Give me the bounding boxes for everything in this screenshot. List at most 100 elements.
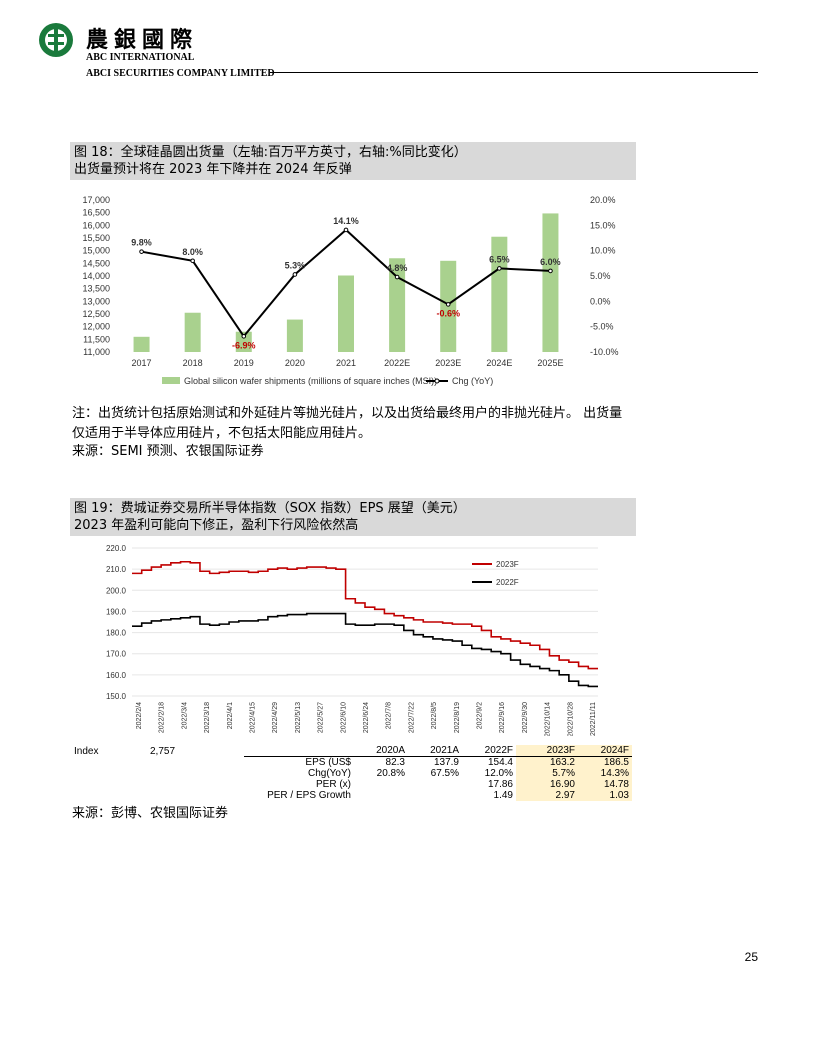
company-name-en: ABC INTERNATIONAL	[86, 52, 195, 63]
figure18-note: 注：出货统计包括原始测试和外延硅片等抛光硅片，以及出货给最终用户的非抛光硅片。 …	[72, 406, 623, 441]
yoy-point	[445, 302, 451, 307]
x-axis-tick: 2017	[132, 358, 152, 368]
x-axis-tick: 2022/10/14	[545, 702, 552, 736]
header-2024f: 2024F	[578, 745, 632, 757]
header-2020a: 2020A	[376, 745, 405, 756]
legend-bar-label: Global silicon wafer shipments (millions…	[184, 376, 437, 386]
cell: 163.2	[516, 756, 578, 768]
sox-eps-chart: 220.0 210.0 200.0 190.0 180.0 170.0 160.0 150.0…	[106, 544, 598, 736]
figure19-title-line1: 图 19：费城证券交易所半导体指数（SOX 指数）EPS 展望（美元）	[74, 501, 466, 516]
row-label: Chg(YoY)	[308, 768, 351, 779]
right-axis-tick: 0.0%	[590, 296, 611, 306]
legend-swatch-bar	[162, 377, 180, 384]
abc-logo-icon	[39, 23, 73, 57]
cell: 12.0%	[484, 768, 513, 779]
right-axis-tick: 10.0%	[590, 246, 616, 256]
cell: 67.5%	[430, 768, 459, 779]
yoy-point	[190, 258, 195, 264]
x-axis-tick: 2022/4/29	[272, 702, 279, 733]
y-axis-tick: 160.0	[106, 671, 127, 680]
silicon-wafer-chart: 17,000 16,500 16,000 15,500 15,000 14,500 14,0…	[82, 195, 619, 386]
left-axis-tick: 11,500	[83, 334, 110, 344]
left-axis-tick: 16,000	[82, 220, 110, 230]
y-axis-tick: 170.0	[106, 650, 127, 659]
left-axis-tick: 17,000	[82, 195, 110, 205]
x-axis-tick: 2022/7/8	[386, 702, 393, 729]
left-axis-tick: 16,500	[82, 208, 110, 218]
x-axis-tick: 2018	[183, 358, 203, 368]
data-label: 8.0%	[182, 247, 203, 257]
yoy-point	[292, 272, 298, 277]
data-label: 4.8%	[387, 263, 408, 273]
data-label: 6.5%	[489, 254, 510, 264]
bar	[184, 312, 201, 352]
company-full-name-en: ABCI SECURITIES COMPANY LIMITED	[86, 68, 275, 79]
row-label: PER (x)	[316, 779, 351, 790]
x-axis-tick: 2022/2/4	[136, 702, 143, 729]
header-divider	[270, 72, 758, 73]
x-axis-tick: 2022/9/2	[477, 702, 484, 729]
x-axis-tick: 2023E	[435, 358, 461, 368]
row-label: EPS (US$	[305, 757, 351, 768]
bar	[235, 331, 252, 352]
x-axis-tick: 2021	[336, 358, 356, 368]
cell: 186.5	[578, 756, 632, 768]
data-label: 14.1%	[333, 216, 359, 226]
x-axis-tick: 2022/8/5	[431, 702, 438, 729]
x-axis-tick: 2022/3/18	[204, 702, 211, 733]
cell: 2.97	[516, 790, 578, 801]
legend-label: 2023F	[496, 560, 519, 569]
x-axis-tick: 2022/5/27	[318, 702, 325, 733]
left-axis-tick: 14,500	[82, 258, 110, 268]
right-axis-tick: 15.0%	[590, 220, 616, 230]
y-axis-tick: 210.0	[106, 565, 127, 574]
y-axis-tick: 180.0	[106, 629, 127, 638]
page-number: 25	[744, 950, 758, 964]
left-axis-tick: 12,500	[82, 309, 110, 319]
x-axis-tick: 2022E	[384, 358, 410, 368]
x-axis-tick: 2022/5/13	[295, 702, 302, 733]
yoy-point	[343, 227, 349, 233]
x-axis-tick: 2022/9/16	[499, 702, 506, 733]
x-axis-tick: 2022/6/24	[363, 702, 370, 733]
left-axis-tick: 11,000	[83, 347, 110, 357]
x-axis-tick: 2022/7/22	[408, 702, 415, 733]
header-2021a: 2021A	[430, 745, 459, 756]
bar	[389, 258, 406, 352]
left-axis-tick: 15,000	[82, 246, 110, 256]
data-label: -6.9%	[232, 340, 256, 350]
bar	[542, 213, 559, 352]
x-axis-tick: 2022/9/30	[522, 702, 529, 733]
x-axis-tick: 2022/3/4	[181, 702, 188, 729]
series-line-2023F	[132, 560, 598, 670]
index-value: 2,757	[150, 746, 176, 757]
x-axis-tick: 2025E	[537, 358, 563, 368]
cell: 14.78	[578, 779, 632, 790]
cell	[354, 790, 408, 801]
bar	[338, 275, 354, 352]
cell: 16.90	[516, 779, 578, 790]
y-axis-tick: 190.0	[106, 607, 127, 616]
y-axis-tick: 150.0	[106, 692, 127, 701]
index-label: Index	[74, 746, 99, 757]
table-row: EPS (US$ 82.3 137.9 154.4 163.2 186.5	[244, 756, 632, 768]
right-axis-tick: -10.0%	[590, 347, 619, 357]
figure19-title: 图 19：费城证券交易所半导体指数（SOX 指数）EPS 展望（美元） 2023…	[70, 498, 636, 536]
bar	[491, 236, 508, 352]
cell: 137.9	[433, 757, 459, 768]
cell	[408, 790, 462, 801]
figure18-title: 图 18：全球硅晶圆出货量（左轴:百万平方英寸，右轴:%同比变化） 出货量预计将…	[70, 142, 636, 180]
legend-line-label: Chg (YoY)	[452, 376, 493, 386]
y-axis-tick: 220.0	[106, 544, 127, 553]
figure18-source: 来源：SEMI 预测、农银国际证券	[72, 444, 264, 459]
x-axis-tick: 2022/6/10	[340, 702, 347, 733]
table-row: PER (x) 17.86 16.90 14.78	[244, 779, 632, 790]
left-axis-tick: 12,000	[82, 322, 110, 332]
header-2022f: 2022F	[484, 745, 513, 756]
right-axis-tick: -5.0%	[590, 322, 614, 332]
eps-table-header: 2020A 2021A 2022F 2023F 2024F	[244, 745, 632, 757]
cell: 82.3	[385, 757, 405, 768]
left-axis-tick: 15,500	[82, 233, 110, 243]
cell: 1.03	[578, 790, 632, 801]
yoy-point	[241, 333, 247, 339]
